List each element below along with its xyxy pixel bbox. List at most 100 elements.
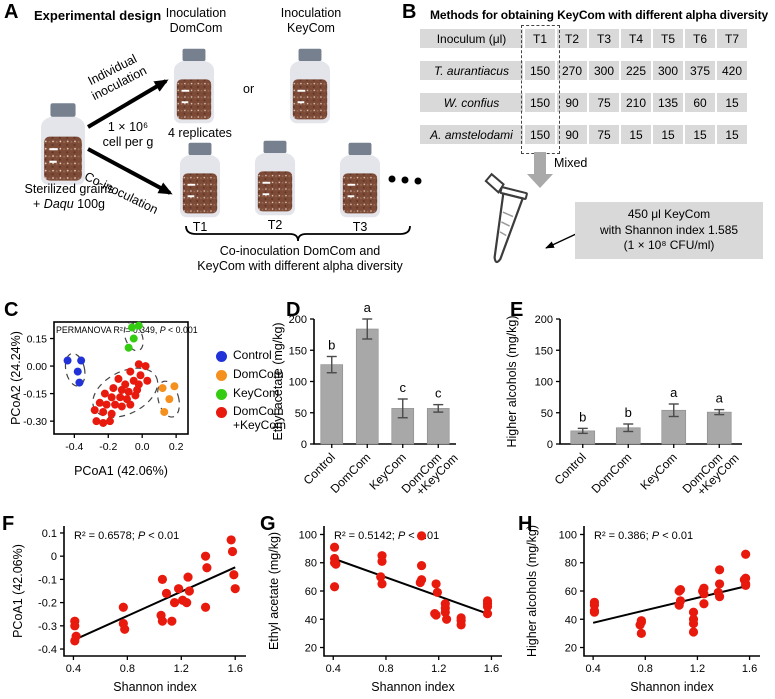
legend-dot-control [216,351,227,362]
svg-text:0.8: 0.8 [120,663,135,675]
data-point [126,400,135,409]
data-point [377,579,387,589]
data-point [161,588,172,598]
mixed-label: Mixed [554,156,588,170]
header-cell: Inoculum (μl) [420,29,523,48]
data-point [128,323,137,332]
brace-caption: Co-inoculation DomCom and KeyCom with di… [197,244,403,273]
data-point [73,367,82,376]
panel-g-label: G [260,513,276,535]
value-cell: 375 [685,61,715,80]
panel-b-diagram [484,152,577,264]
significance-letter: a [716,391,724,406]
data-point [482,601,493,612]
panel-a-title: Experimental design [34,8,162,23]
data-point [160,407,169,416]
svg-text:0.15: 0.15 [27,334,48,346]
value-cell: 150 [525,61,555,80]
table-row: A. amstelodami 150 90 75 15 15 15 15 [420,125,747,144]
data-point [714,592,725,602]
header-cell: T6 [685,29,715,48]
legend-label: DomCom [233,366,284,381]
data-point [182,598,192,608]
data-point [699,599,709,609]
data-point [635,620,645,630]
value-cell: 15 [653,125,683,144]
svg-text:-0.2: -0.2 [38,598,57,610]
x-axis-label: Shannon index [371,680,455,694]
data-point [124,387,133,396]
value-cell: 15 [621,125,651,144]
panel-a-diagram [40,48,422,242]
y-axis-label: Ethyl acetate (mg/kg) [267,532,281,650]
svg-text:1.2: 1.2 [431,663,446,675]
bar [426,408,450,445]
or-label: or [243,82,255,96]
header-cell: T5 [653,29,683,48]
data-point [674,586,684,596]
data-point [118,602,128,612]
table-header-row: Inoculum (μl) T1 T2 T3 T4 T5 T6 T7 [420,29,747,48]
significance-letter: a [670,385,678,400]
header-cell: T7 [717,29,747,48]
data-point [70,636,80,646]
header-cell: T2 [557,29,587,48]
data-points [63,321,179,427]
value-cell: 75 [589,125,619,144]
axes [323,526,502,657]
svg-text:-0.4: -0.4 [65,441,83,453]
category-label: KeyCom [637,450,679,492]
data-point [136,371,145,380]
y-axis-label: PCoA2 (24.24%) [9,331,23,425]
data-point [157,574,168,584]
svg-text:-0.3: -0.3 [38,621,57,633]
plus-text: + [33,197,44,211]
bar [355,328,379,445]
svg-text:0.4: 0.4 [326,663,341,675]
data-point [70,621,80,631]
data-point [114,374,123,383]
data-point [124,343,133,352]
svg-text:-0.2: -0.2 [99,441,117,453]
ellipsis-dot [414,177,422,185]
species-cell: W. confius [420,93,523,112]
svg-text:20: 20 [305,643,317,655]
data-point [90,406,99,415]
data-point [415,577,425,588]
replicates-label: 4 replicates [168,126,232,140]
panel-h-label: H [518,513,533,535]
table-row: T. aurantiacus 150 270 300 225 300 375 4… [420,61,747,80]
data-point [230,584,240,594]
significance-letter: c [435,386,442,401]
svg-text:1.6: 1.6 [742,663,757,675]
t3-label: T3 [352,220,368,234]
svg-text:100: 100 [289,377,307,389]
data-point [129,334,138,343]
panel-f-label: F [2,513,15,535]
data-point [331,559,341,569]
axes [583,526,760,657]
data-point [329,542,340,552]
significance-letter: b [579,409,586,424]
plot-frame [53,321,189,435]
panel-d-label: D [286,299,301,321]
panel-f-scatter-chart: 0.4 0.8 1.2 1.6 0.1 0 -0.1 -0.2 -0.3 -0.4 Shannon … [11,526,246,694]
data-point [200,551,211,561]
data-point [431,579,441,589]
legend-label: KeyCom [233,385,280,400]
data-point [226,535,236,545]
legend-item-keycom: KeyCom [216,385,286,401]
y-axis-label: PCoA1 (42.06%) [11,544,25,638]
svg-text:200: 200 [289,314,307,326]
svg-text:1.6: 1.6 [484,663,499,675]
significance-letter: b [625,405,632,420]
data-point [105,417,114,426]
species-cell: T. aurantiacus [420,61,523,80]
data-point [456,620,466,630]
data-point [107,409,116,418]
y-axis-label: Higher alcohols (mg/kg) [505,316,519,448]
value-cell: 15 [685,125,715,144]
data-point [183,572,193,582]
t1-highlight-dashed-box [521,25,560,154]
data-point [440,607,450,617]
